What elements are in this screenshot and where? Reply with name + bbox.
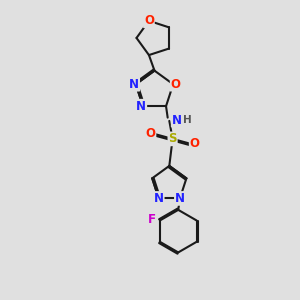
Text: H: H [183, 115, 192, 125]
Text: O: O [190, 137, 200, 150]
Text: O: O [171, 78, 181, 91]
Text: O: O [144, 14, 154, 27]
Text: S: S [168, 132, 177, 146]
Text: F: F [148, 213, 156, 226]
Text: N: N [136, 100, 146, 113]
Text: N: N [175, 192, 185, 205]
Text: O: O [146, 128, 155, 140]
Text: N: N [154, 192, 164, 205]
Text: N: N [172, 114, 182, 127]
Text: N: N [129, 78, 139, 91]
